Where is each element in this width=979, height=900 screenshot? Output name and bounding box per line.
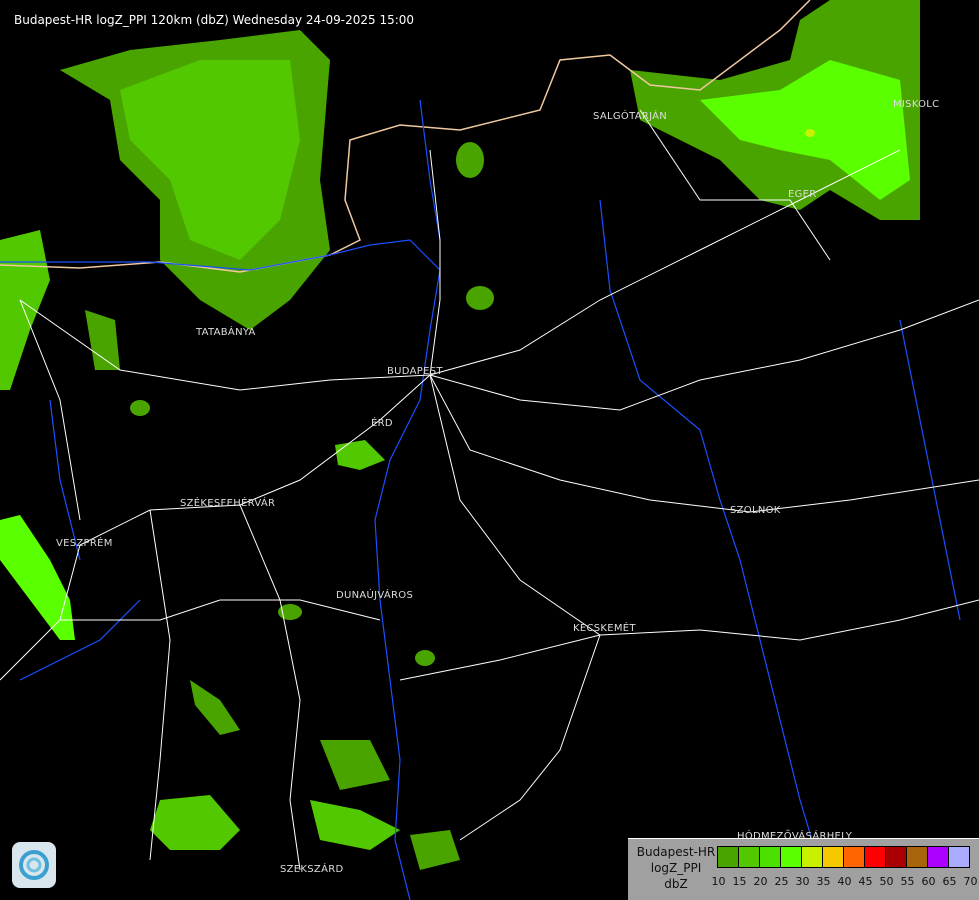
city-label: MISKOLC: [893, 99, 940, 110]
rain-area-west: [0, 230, 50, 390]
legend-swatch: [928, 847, 949, 867]
rain-cell: [466, 286, 494, 310]
legend-swatch: [865, 847, 886, 867]
city-label: SZÉKESFEHÉRVÁR: [180, 498, 276, 509]
legend-tick-label: 25: [774, 875, 789, 888]
legend-swatch: [949, 847, 969, 867]
rain-cell: [415, 650, 435, 666]
swirl-logo-icon: [19, 850, 49, 880]
rain-area-south1: [150, 795, 240, 850]
rain-area-south5: [320, 740, 390, 790]
roads: [0, 109, 979, 871]
legend-tick-label: 10: [711, 875, 726, 888]
rain-area-south4: [190, 680, 240, 735]
map-title: Budapest-HR logZ_PPI 120km (dbZ) Wednesd…: [14, 13, 415, 27]
city-label: ÉRD: [371, 418, 393, 429]
legend-product: logZ_PPI: [650, 861, 702, 875]
color-legend: Budapest-HR logZ_PPI dbZ 10 15 20 25 30 35 40 4…: [628, 838, 979, 900]
border-line: [0, 0, 811, 273]
legend-swatch: [886, 847, 907, 867]
rain-area-south2: [310, 800, 400, 850]
legend-tick-label: 45: [858, 875, 873, 888]
legend-swatch: [823, 847, 844, 867]
precipitation-layer: [0, 0, 920, 870]
legend-tick-label: 35: [816, 875, 831, 888]
legend-swatch: [781, 847, 802, 867]
legend-tick-label: 15: [732, 875, 747, 888]
legend-swatches: [717, 846, 970, 868]
legend-tick-label: 65: [942, 875, 957, 888]
city-label: EGER: [788, 189, 817, 200]
legend-tick-label: 20: [753, 875, 768, 888]
city-label: SZOLNOK: [730, 505, 781, 516]
rain-area-ne-light: [700, 60, 910, 200]
rain-area-center: [85, 310, 120, 370]
legend-swatch: [760, 847, 781, 867]
city-label: SZEKSZÁRD: [280, 864, 344, 875]
city-label: SALGÓTARJÁN: [593, 111, 668, 122]
rivers: [0, 99, 961, 900]
rain-area-veszprem: [0, 515, 75, 640]
rain-cell: [130, 400, 150, 416]
rain-area-erd: [335, 440, 385, 470]
legend-tick-label: 40: [837, 875, 852, 888]
city-label: TATABÁNYA: [196, 327, 256, 338]
legend-tick-label: 55: [900, 875, 915, 888]
rain-area-south3: [410, 830, 460, 870]
logo: [12, 842, 56, 888]
legend-swatch: [907, 847, 928, 867]
legend-ticks: 10 15 20 25 30 35 40 45 50 55 60 65 70: [708, 875, 979, 888]
legend-swatch: [802, 847, 823, 867]
rain-core: [805, 129, 815, 137]
rain-cell: [456, 142, 484, 178]
city-label: KECSKEMÉT: [573, 623, 636, 634]
rain-cell: [278, 604, 302, 620]
legend-tick-label: 70: [963, 875, 978, 888]
legend-swatch: [718, 847, 739, 867]
legend-tick-label: 30: [795, 875, 810, 888]
legend-swatch: [844, 847, 865, 867]
legend-swatch: [739, 847, 760, 867]
legend-source: Budapest-HR: [636, 845, 716, 859]
city-label: BUDAPEST: [387, 366, 443, 377]
city-label: VESZPRÉM: [56, 538, 113, 549]
legend-tick-label: 60: [921, 875, 936, 888]
rain-area-nw-light: [120, 60, 300, 260]
legend-tick-label: 50: [879, 875, 894, 888]
city-label: HÓDMEZŐVÁSÁRHELY: [737, 831, 853, 842]
city-label: DUNAÚJVÁROS: [336, 590, 414, 601]
legend-unit: dbZ: [664, 877, 688, 891]
